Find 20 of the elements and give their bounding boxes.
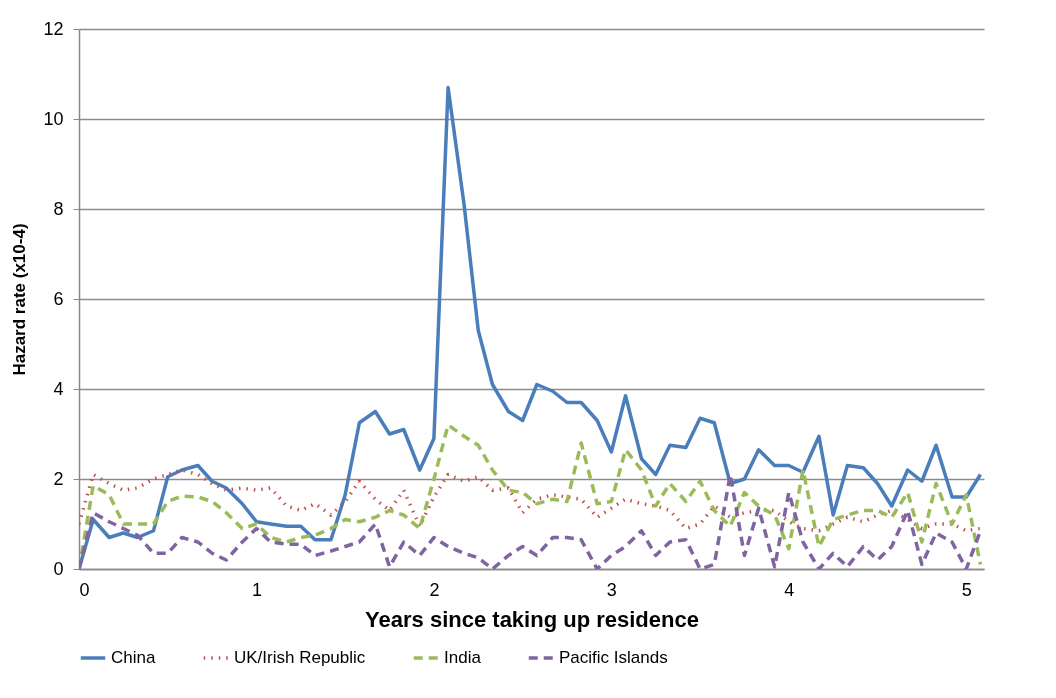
line-series: [79, 468, 983, 533]
y-axis-title: Hazard rate (x10-4): [10, 223, 30, 376]
legend-label: UK/Irish Republic: [234, 648, 366, 667]
y-tick-label: 2: [53, 468, 64, 489]
y-tick-label: 8: [53, 198, 64, 219]
x-axis-title: Years since taking up residence: [365, 606, 699, 632]
y-tick-label: 6: [53, 288, 64, 309]
y-tick-label: 10: [43, 108, 64, 129]
legend-label: Pacific Islands: [559, 648, 668, 667]
x-tick-label: 4: [784, 579, 795, 600]
y-tick-label: 0: [53, 558, 64, 579]
x-tick-label: 0: [79, 579, 90, 600]
y-tick-label: 12: [43, 18, 64, 39]
legend-label: India: [444, 648, 482, 667]
legend-label: China: [111, 648, 156, 667]
x-tick-label: 5: [961, 579, 972, 600]
x-tick-label: 3: [606, 579, 617, 600]
x-tick-label: 2: [429, 579, 440, 600]
x-tick-label: 1: [251, 579, 262, 600]
y-tick-label: 4: [53, 378, 64, 399]
